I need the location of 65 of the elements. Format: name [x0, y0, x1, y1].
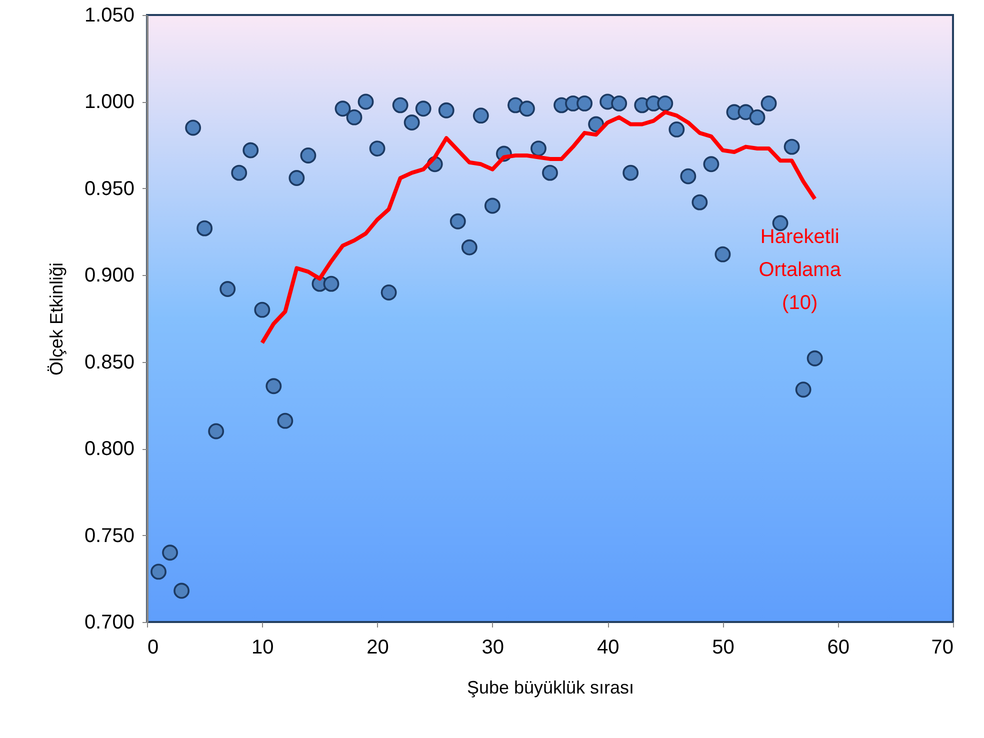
point — [358, 94, 374, 110]
point — [795, 382, 812, 398]
y-tick-label: 0.850 — [84, 351, 134, 374]
point — [242, 142, 259, 158]
point — [323, 276, 340, 292]
point — [380, 284, 397, 300]
point — [438, 102, 454, 118]
point — [392, 97, 408, 114]
point — [576, 95, 593, 112]
y-tick-label: 0.950 — [84, 178, 134, 200]
point — [404, 114, 420, 130]
series-label: Hareketli Ortalama (10) — [758, 226, 842, 314]
point — [254, 302, 270, 318]
point — [162, 544, 178, 561]
point — [622, 164, 639, 181]
point — [277, 412, 294, 429]
x-axis-title: Şube büyüklük sırası — [466, 678, 634, 698]
point — [415, 100, 432, 117]
point — [208, 423, 224, 440]
point — [668, 122, 685, 138]
x-tick-label: 0 — [148, 636, 159, 658]
point — [369, 140, 386, 156]
point — [450, 213, 466, 230]
point — [472, 108, 489, 124]
point — [542, 164, 558, 181]
point — [266, 378, 282, 394]
y-tick-label: 0.900 — [84, 264, 134, 287]
point — [519, 100, 535, 117]
x-tick-label: 30 — [482, 636, 504, 658]
x-tick-label: 20 — [366, 636, 389, 658]
point — [346, 109, 362, 126]
point — [738, 104, 754, 120]
point — [611, 95, 628, 112]
x-tick-label: 10 — [252, 636, 274, 658]
point — [680, 168, 696, 184]
y-tick-label: 1.000 — [84, 91, 134, 114]
point — [196, 220, 213, 236]
point — [784, 138, 800, 155]
point — [692, 194, 708, 210]
point — [288, 170, 305, 186]
y-tick-label: 1.050 — [84, 4, 134, 26]
x-tick-label: 70 — [931, 636, 954, 658]
point — [220, 281, 236, 297]
x-tick-label: 50 — [712, 636, 734, 658]
x-tick-label: 60 — [827, 636, 850, 658]
y-tick-label: 0.700 — [84, 612, 134, 634]
point — [185, 120, 202, 136]
point — [657, 95, 674, 112]
point — [530, 140, 546, 156]
point — [806, 350, 823, 366]
x-tick-label: 40 — [596, 636, 620, 658]
point — [150, 564, 166, 580]
point — [703, 156, 720, 172]
y-tick-label: 0.750 — [84, 524, 134, 547]
point — [714, 246, 731, 262]
y-tick-label: 0.800 — [84, 438, 134, 460]
point — [231, 164, 248, 181]
point — [461, 239, 478, 256]
y-axis-title: Ölçek Etkinliği — [46, 262, 66, 376]
point — [749, 109, 766, 126]
point — [484, 198, 500, 214]
point — [760, 95, 777, 112]
point — [334, 100, 351, 117]
point — [300, 148, 316, 164]
point — [174, 582, 190, 599]
